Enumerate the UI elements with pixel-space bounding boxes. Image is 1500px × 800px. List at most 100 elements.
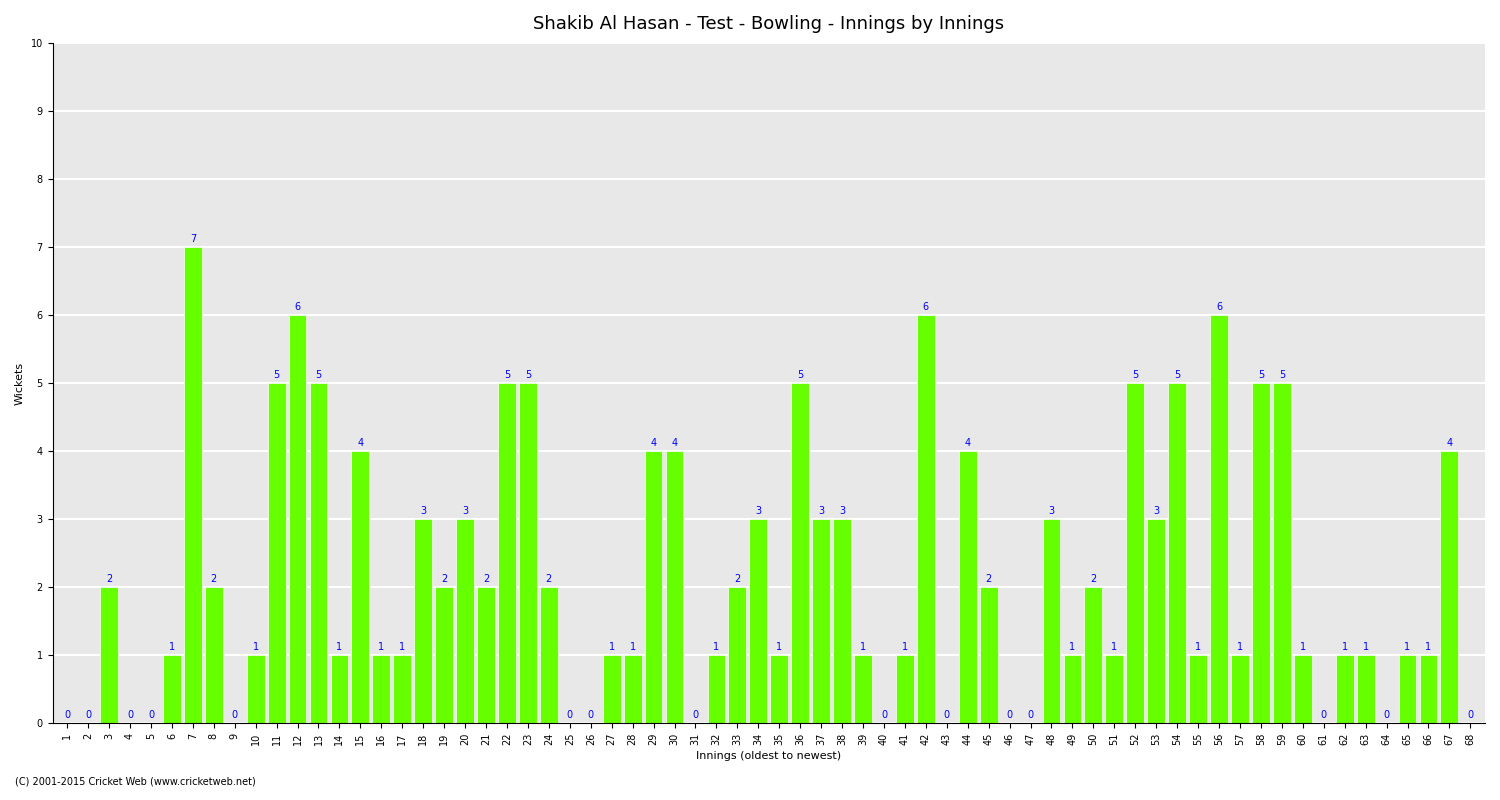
Text: 0: 0 xyxy=(128,710,134,720)
Text: 1: 1 xyxy=(1362,642,1368,652)
Bar xyxy=(729,587,747,723)
Text: 4: 4 xyxy=(672,438,678,448)
Text: 5: 5 xyxy=(273,370,279,380)
Text: 2: 2 xyxy=(106,574,112,584)
Bar xyxy=(666,451,684,723)
Text: 1: 1 xyxy=(170,642,176,652)
Bar xyxy=(603,655,621,723)
Text: 5: 5 xyxy=(504,370,510,380)
Text: 3: 3 xyxy=(1154,506,1160,516)
Text: 1: 1 xyxy=(399,642,405,652)
Text: 2: 2 xyxy=(483,574,489,584)
Bar xyxy=(206,587,222,723)
Bar xyxy=(1336,655,1353,723)
Text: 1: 1 xyxy=(609,642,615,652)
Bar xyxy=(1064,655,1082,723)
Bar xyxy=(351,451,369,723)
Bar xyxy=(1252,383,1270,723)
Text: 4: 4 xyxy=(357,438,363,448)
Text: 1: 1 xyxy=(1404,642,1410,652)
Bar xyxy=(645,451,663,723)
Text: 1: 1 xyxy=(714,642,720,652)
Text: 3: 3 xyxy=(818,506,824,516)
Text: 0: 0 xyxy=(1320,710,1328,720)
Text: 4: 4 xyxy=(1446,438,1452,448)
Bar xyxy=(792,383,808,723)
Text: 0: 0 xyxy=(231,710,238,720)
Text: 3: 3 xyxy=(420,506,426,516)
Text: 2: 2 xyxy=(546,574,552,584)
Text: 3: 3 xyxy=(462,506,468,516)
Bar xyxy=(456,519,474,723)
Bar xyxy=(1398,655,1416,723)
Bar xyxy=(372,655,390,723)
Bar xyxy=(498,383,516,723)
Bar xyxy=(1084,587,1102,723)
Text: 5: 5 xyxy=(525,370,531,380)
Title: Shakib Al Hasan - Test - Bowling - Innings by Innings: Shakib Al Hasan - Test - Bowling - Innin… xyxy=(532,15,1005,33)
Text: 1: 1 xyxy=(630,642,636,652)
Bar xyxy=(624,655,642,723)
Text: 0: 0 xyxy=(1028,710,1033,720)
Text: 0: 0 xyxy=(1383,710,1389,720)
Text: 1: 1 xyxy=(378,642,384,652)
Bar xyxy=(1440,451,1458,723)
Bar xyxy=(853,655,871,723)
Text: 5: 5 xyxy=(1174,370,1180,380)
Bar xyxy=(414,519,432,723)
Bar xyxy=(1356,655,1374,723)
Text: 0: 0 xyxy=(64,710,70,720)
Bar xyxy=(896,655,914,723)
Text: 2: 2 xyxy=(210,574,218,584)
Text: 6: 6 xyxy=(922,302,928,312)
Bar xyxy=(708,655,726,723)
Text: 1: 1 xyxy=(1196,642,1202,652)
Bar xyxy=(1126,383,1144,723)
Text: 1: 1 xyxy=(1238,642,1244,652)
Bar xyxy=(1168,383,1186,723)
Text: 1: 1 xyxy=(336,642,342,652)
Text: 0: 0 xyxy=(86,710,92,720)
Bar xyxy=(1148,519,1166,723)
Bar xyxy=(750,519,766,723)
Bar xyxy=(1294,655,1311,723)
Bar xyxy=(812,519,830,723)
Bar xyxy=(1190,655,1208,723)
Bar xyxy=(1106,655,1124,723)
Text: 6: 6 xyxy=(1216,302,1222,312)
Text: 1: 1 xyxy=(902,642,908,652)
Bar xyxy=(435,587,453,723)
Text: 2: 2 xyxy=(734,574,741,584)
X-axis label: Innings (oldest to newest): Innings (oldest to newest) xyxy=(696,751,842,761)
Text: 0: 0 xyxy=(588,710,594,720)
Bar xyxy=(833,519,850,723)
Text: 1: 1 xyxy=(1070,642,1076,652)
Text: 4: 4 xyxy=(964,438,970,448)
Y-axis label: Wickets: Wickets xyxy=(15,362,26,405)
Text: 1: 1 xyxy=(859,642,865,652)
Text: 3: 3 xyxy=(754,506,762,516)
Text: 0: 0 xyxy=(693,710,699,720)
Text: (C) 2001-2015 Cricket Web (www.cricketweb.net): (C) 2001-2015 Cricket Web (www.cricketwe… xyxy=(15,776,255,786)
Text: 2: 2 xyxy=(441,574,447,584)
Text: 0: 0 xyxy=(567,710,573,720)
Bar xyxy=(958,451,976,723)
Text: 0: 0 xyxy=(880,710,886,720)
Bar xyxy=(1042,519,1060,723)
Text: 6: 6 xyxy=(294,302,300,312)
Bar xyxy=(164,655,182,723)
Text: 5: 5 xyxy=(1132,370,1138,380)
Text: 7: 7 xyxy=(189,234,196,243)
Bar xyxy=(184,247,201,723)
Text: 1: 1 xyxy=(1112,642,1118,652)
Bar xyxy=(771,655,788,723)
Bar xyxy=(393,655,411,723)
Text: 1: 1 xyxy=(1341,642,1347,652)
Text: 5: 5 xyxy=(1258,370,1264,380)
Text: 5: 5 xyxy=(796,370,804,380)
Bar xyxy=(916,315,934,723)
Text: 2: 2 xyxy=(986,574,992,584)
Bar xyxy=(267,383,285,723)
Bar xyxy=(540,587,558,723)
Bar xyxy=(248,655,264,723)
